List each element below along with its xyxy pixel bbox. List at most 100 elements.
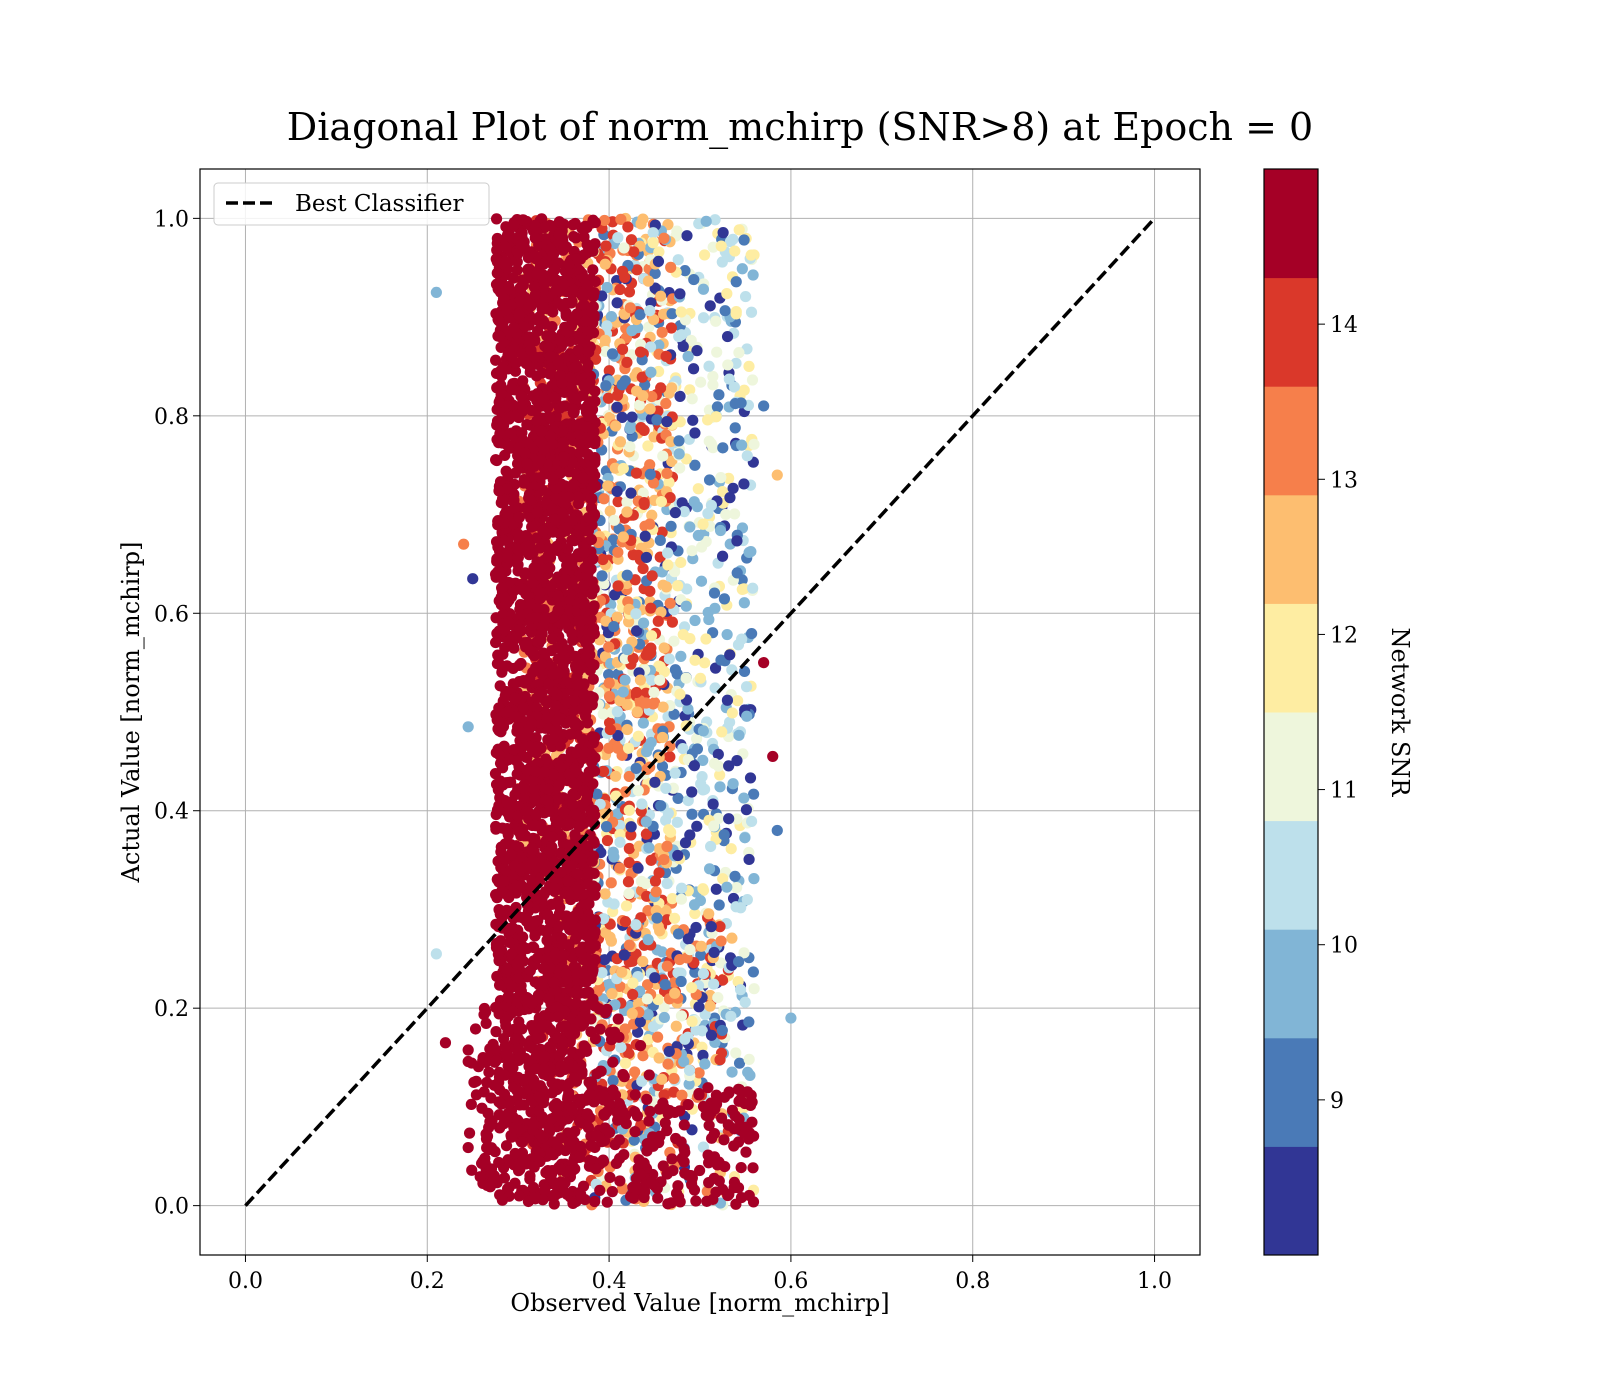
scatter-point [537, 525, 549, 537]
scatter-point [679, 1146, 691, 1158]
scatter-point [668, 1072, 680, 1085]
scatter-point [688, 899, 701, 911]
scatter-point [672, 967, 684, 979]
scatter-point [481, 1142, 493, 1154]
scatter-point [665, 435, 677, 448]
scatter-point [715, 472, 727, 484]
scatter-point [679, 1033, 691, 1045]
scatter-point [747, 269, 759, 281]
scatter-point [748, 983, 760, 995]
scatter-point [716, 1183, 729, 1196]
scatter-point [712, 991, 724, 1004]
scatter-point [598, 1109, 611, 1121]
scatter-point [615, 1041, 627, 1054]
scatter-point [743, 1016, 755, 1028]
scatter-point [662, 807, 674, 819]
scatter-point [708, 978, 720, 990]
scatter-point [559, 1020, 571, 1032]
scatter-point [518, 477, 530, 489]
scatter-point [521, 891, 533, 903]
scatter-point [666, 893, 678, 905]
scatter-point [644, 468, 656, 480]
scatter-point [616, 379, 628, 391]
scatter-point [731, 881, 743, 894]
scatter-point [687, 414, 699, 426]
scatter-point [619, 1057, 632, 1069]
scatter-point [624, 302, 636, 314]
scatter-point [508, 642, 520, 654]
scatter-point [500, 1140, 513, 1152]
scatter-point [649, 875, 662, 887]
scatter-point [723, 373, 735, 385]
scatter-point [517, 674, 530, 687]
scatter-point [556, 1035, 569, 1047]
scatter-point [623, 770, 635, 783]
scatter-point [689, 614, 701, 627]
scatter-point [547, 526, 559, 538]
scatter-point [707, 798, 719, 810]
scatter-point [603, 365, 615, 377]
scatter-point [517, 1073, 530, 1086]
scatter-point [739, 290, 752, 303]
scatter-point [654, 925, 666, 937]
scatter-point [616, 966, 628, 978]
scatter-point [589, 1195, 601, 1208]
scatter-point [674, 688, 686, 700]
scatter-point [539, 859, 551, 871]
scatter-point [485, 1118, 497, 1131]
scatter-point [658, 853, 670, 866]
scatter-point [601, 1196, 613, 1208]
scatter-point [640, 816, 652, 828]
scatter-point [587, 993, 599, 1005]
scatter-point [490, 1055, 502, 1067]
scatter-point [493, 485, 505, 497]
scatter-point [513, 1190, 525, 1202]
scatter-point [527, 783, 540, 795]
scatter-point [736, 263, 748, 275]
scatter-point [650, 886, 662, 898]
scatter-point [589, 926, 601, 938]
scatter-point [645, 854, 657, 866]
scatter-point [533, 1091, 545, 1103]
scatter-point [726, 707, 738, 719]
scatter-point [642, 1033, 654, 1046]
scatter-point [597, 765, 610, 777]
scatter-point [513, 760, 525, 773]
scatter-point [637, 562, 649, 575]
scatter-point [631, 1183, 643, 1195]
scatter-point [478, 1008, 490, 1021]
scatter-point [505, 1131, 518, 1143]
scatter-point [621, 723, 633, 736]
scatter-point [703, 613, 715, 626]
scatter-point [655, 495, 668, 508]
scatter-point [657, 450, 669, 462]
scatter-point [675, 1010, 688, 1022]
scatter-point [539, 1183, 551, 1195]
scatter-point [747, 966, 759, 978]
scatter-point [738, 947, 750, 959]
scatter-point [604, 505, 616, 517]
scatter-point [684, 521, 696, 533]
scatter-point [723, 1119, 735, 1131]
scatter-point [583, 898, 595, 910]
scatter-point [530, 1063, 542, 1075]
scatter-point [621, 506, 633, 518]
scatter-point [714, 769, 726, 781]
scatter-point [603, 668, 615, 681]
scatter-point [556, 1045, 568, 1057]
scatter-point [625, 487, 637, 499]
scatter-point [682, 933, 694, 945]
scatter-point [634, 1168, 646, 1180]
scatter-point [663, 476, 675, 488]
scatter-point [544, 562, 556, 574]
scatter-point [669, 767, 681, 779]
scatter-point [613, 1031, 625, 1043]
scatter-point [689, 427, 701, 439]
scatter-point [671, 668, 683, 680]
scatter-point [594, 1184, 606, 1196]
scatter-point [739, 996, 751, 1008]
scatter-point [482, 1107, 494, 1119]
scatter-point [601, 834, 614, 847]
scatter-point [480, 1017, 492, 1030]
scatter-point [537, 1019, 549, 1031]
